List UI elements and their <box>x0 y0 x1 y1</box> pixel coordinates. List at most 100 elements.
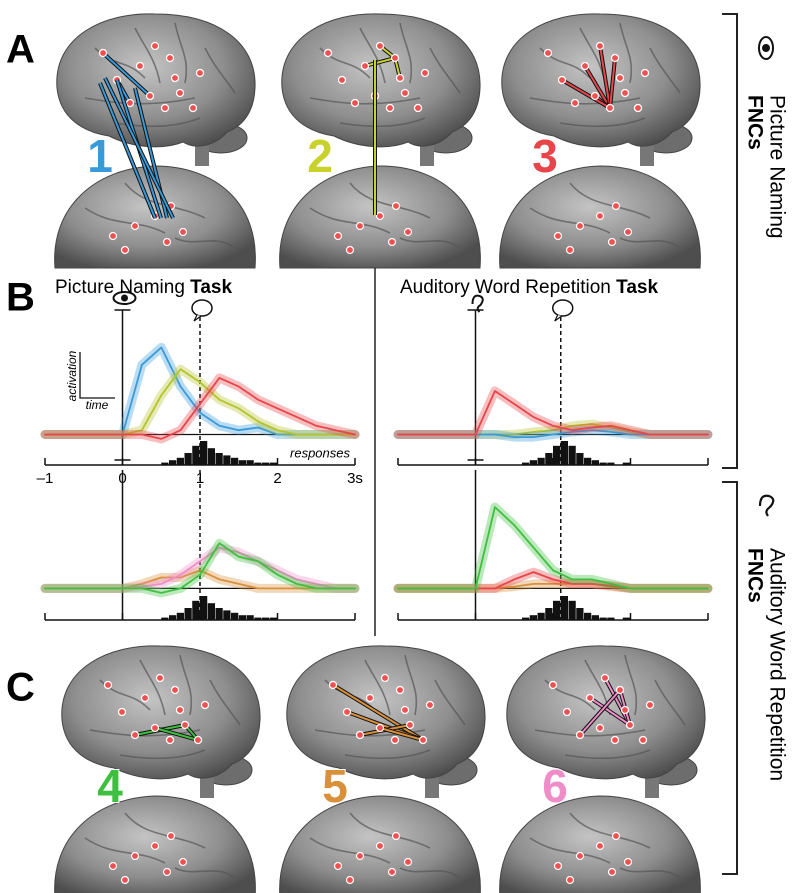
electrode <box>611 831 621 841</box>
scale-bar <box>79 352 115 399</box>
sulcus <box>654 679 686 726</box>
electrode <box>360 61 370 71</box>
histogram-bar <box>184 608 192 620</box>
sulcus <box>309 837 391 864</box>
histogram-bar <box>622 462 630 465</box>
electrode <box>640 68 650 78</box>
electrode <box>120 875 130 885</box>
histogram-bar <box>622 617 630 620</box>
brain-lateral <box>56 13 256 166</box>
histogram-bar <box>553 445 561 465</box>
electrode <box>165 53 175 63</box>
electrode <box>595 723 605 733</box>
electrode <box>178 857 188 867</box>
connection <box>589 697 631 726</box>
electrode <box>193 735 203 745</box>
electrode <box>170 73 180 83</box>
sulcus <box>344 749 431 760</box>
electrode <box>575 851 585 861</box>
sulcus <box>134 27 161 84</box>
brain-ventral <box>499 795 701 893</box>
electrode <box>623 857 633 867</box>
histogram-bar <box>584 612 592 620</box>
electrode <box>150 41 160 51</box>
electrode <box>633 103 643 113</box>
histogram-bar <box>254 462 262 465</box>
histogram-bar <box>161 617 169 620</box>
histogram-bar <box>200 596 208 620</box>
electrode <box>130 730 140 740</box>
sulcus <box>529 837 611 864</box>
sulcus <box>399 237 461 249</box>
histogram-bar <box>545 453 553 465</box>
electrode <box>580 61 590 71</box>
sulcus <box>569 812 651 849</box>
connection <box>104 77 174 219</box>
sulcus <box>84 207 166 234</box>
electrode <box>425 700 435 710</box>
ear-icon <box>471 294 484 313</box>
x-tick-label: 3s <box>347 470 363 487</box>
brain-ventral <box>279 165 481 269</box>
histogram-bar <box>192 445 200 465</box>
cortex <box>61 645 261 780</box>
label-layer: A B C Picture Naming Task Auditory Word … <box>6 13 788 875</box>
electrode <box>150 723 160 733</box>
panel-letter: C <box>6 666 35 710</box>
sulcus <box>179 654 193 716</box>
histogram-bar <box>246 615 254 620</box>
electrode <box>375 211 385 221</box>
electrode <box>375 41 385 51</box>
cortex <box>506 645 706 780</box>
electrode <box>413 103 423 113</box>
electrode <box>400 705 410 715</box>
connection <box>154 727 199 741</box>
electrode <box>365 693 375 703</box>
electrode <box>150 841 160 851</box>
sulcus <box>624 654 638 716</box>
histogram-bar <box>231 612 239 620</box>
electrode <box>333 861 343 871</box>
sulcus <box>139 659 166 716</box>
sulcus <box>174 22 188 84</box>
electrode <box>390 735 400 745</box>
sulcus <box>564 749 651 760</box>
electrode <box>345 875 355 885</box>
panel-letter: A <box>6 28 35 72</box>
electrode <box>125 98 135 108</box>
electrode <box>375 723 385 733</box>
panel-letter: B <box>6 276 35 320</box>
sulcus <box>569 182 651 219</box>
electrode <box>387 867 397 877</box>
histogram-bar <box>522 462 530 465</box>
cortex <box>286 645 486 780</box>
electrode <box>166 831 176 841</box>
histogram-bar <box>568 445 576 465</box>
electrode <box>403 227 413 237</box>
electrode <box>342 707 352 717</box>
histogram-bar <box>576 608 584 620</box>
speech-icon <box>552 299 574 317</box>
electrode <box>385 103 395 113</box>
connection <box>332 684 424 741</box>
electrode <box>610 53 620 63</box>
sulcus <box>84 837 166 864</box>
electrode <box>645 700 655 710</box>
electrode <box>607 867 617 877</box>
connection <box>379 727 424 741</box>
cortex <box>281 13 481 148</box>
brain-lateral <box>61 645 261 798</box>
electrode <box>200 700 210 710</box>
histogram-bar <box>169 460 177 465</box>
electrode <box>565 875 575 885</box>
electrode <box>165 735 175 745</box>
histogram-bar <box>223 455 231 465</box>
histogram-bar <box>161 462 169 465</box>
histogram-bar <box>176 612 184 620</box>
fnc-number: 2 <box>307 130 333 182</box>
sulcus <box>429 47 461 94</box>
sulcus <box>204 47 236 94</box>
side-label-title: Picture Naming <box>765 95 788 239</box>
histogram-bar <box>607 462 615 465</box>
brain-ventral <box>54 795 256 893</box>
